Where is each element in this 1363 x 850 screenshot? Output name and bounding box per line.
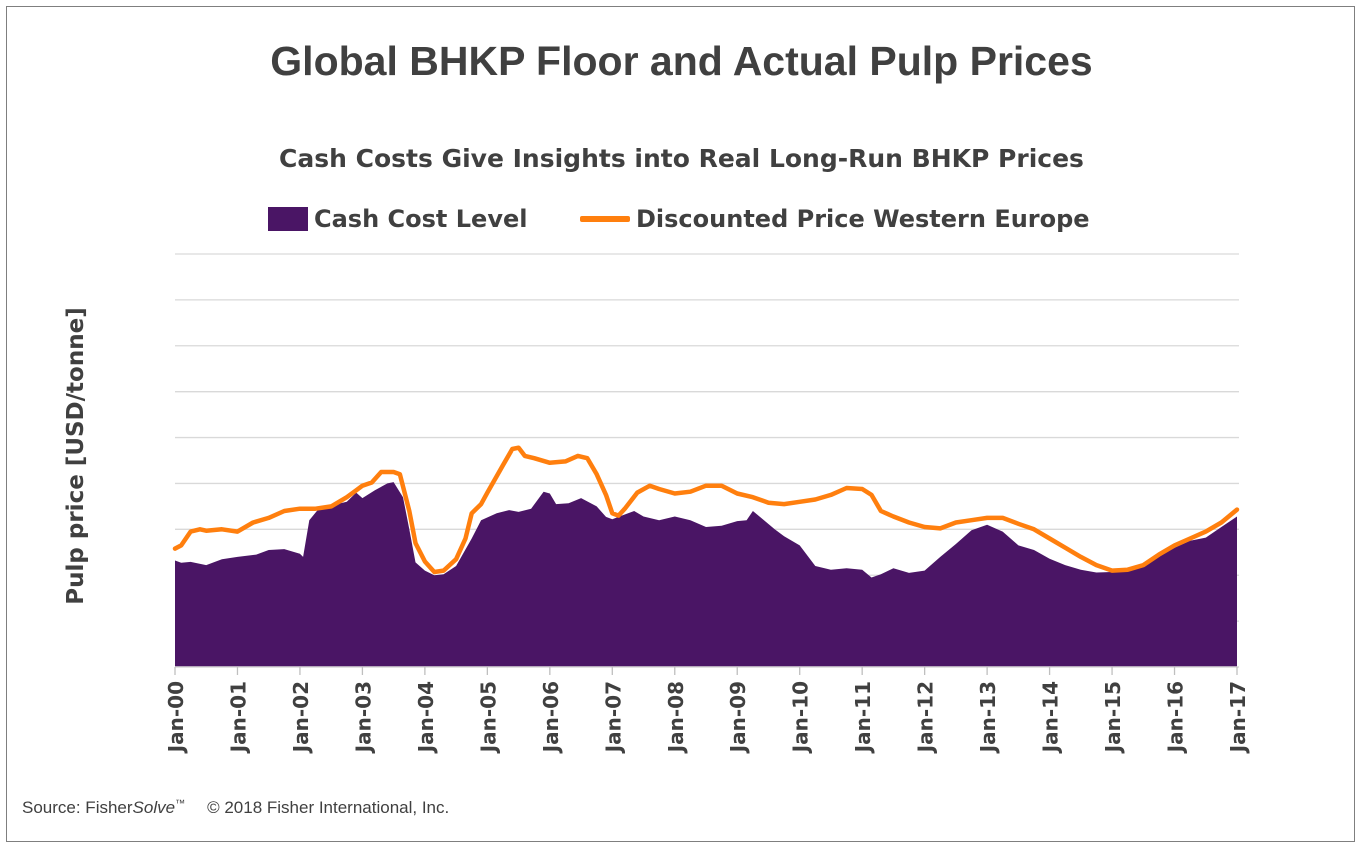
x-tick-label-Jan-08: Jan-08	[664, 681, 688, 754]
legend-label-discounted-price: Discounted Price Western Europe	[636, 205, 1090, 233]
x-tick-label-Jan-10: Jan-10	[789, 681, 813, 754]
x-tick-label-Jan-13: Jan-13	[976, 681, 1000, 754]
x-tick-label-Jan-00: Jan-00	[164, 681, 188, 754]
x-tick-label-Jan-06: Jan-06	[539, 681, 563, 754]
chart-legend: Cash Cost Level Discounted Price Western…	[0, 202, 1363, 236]
legend-swatch-discounted-price	[580, 216, 630, 222]
source-prefix: Source: Fisher	[22, 798, 133, 817]
x-tick-label-Jan-09: Jan-09	[726, 681, 750, 754]
legend-swatch-cash-cost	[268, 207, 308, 231]
x-tick-label-Jan-14: Jan-14	[1039, 681, 1063, 754]
x-tick-label-Jan-03: Jan-03	[351, 681, 375, 754]
x-tick-label-Jan-05: Jan-05	[476, 681, 500, 754]
page-title: Global BHKP Floor and Actual Pulp Prices	[270, 38, 1093, 84]
legend-label-cash-cost: Cash Cost Level	[314, 205, 528, 233]
series-area-cash-cost	[175, 482, 1237, 667]
source-copyright: © 2018 Fisher International, Inc.	[207, 798, 450, 817]
legend-item-cash-cost: Cash Cost Level	[268, 202, 527, 236]
x-tick-label-Jan-11: Jan-11	[851, 681, 875, 754]
x-tick-label-Jan-17: Jan-17	[1226, 681, 1250, 754]
source-note: Source: FisherSolve™ © 2018 Fisher Intern…	[22, 798, 449, 818]
series-line-discounted-price	[172, 445, 1240, 575]
x-tick-label-Jan-12: Jan-12	[914, 681, 938, 754]
chart-subtitle: Cash Costs Give Insights into Real Long-…	[279, 144, 1084, 173]
x-tick-label-Jan-16: Jan-16	[1164, 681, 1188, 754]
chart-frame	[6, 6, 1355, 842]
legend-item-discounted-price: Discounted Price Western Europe	[580, 202, 1090, 236]
x-tick-label-Jan-15: Jan-15	[1101, 681, 1125, 754]
x-tick-label-Jan-07: Jan-07	[601, 681, 625, 754]
x-tick-label-Jan-01: Jan-01	[226, 681, 250, 754]
x-tick-label-Jan-02: Jan-02	[289, 681, 313, 754]
x-tick-label-Jan-04: Jan-04	[414, 681, 438, 754]
source-italic: Solve	[132, 798, 176, 817]
source-trademark: ™	[175, 798, 186, 810]
